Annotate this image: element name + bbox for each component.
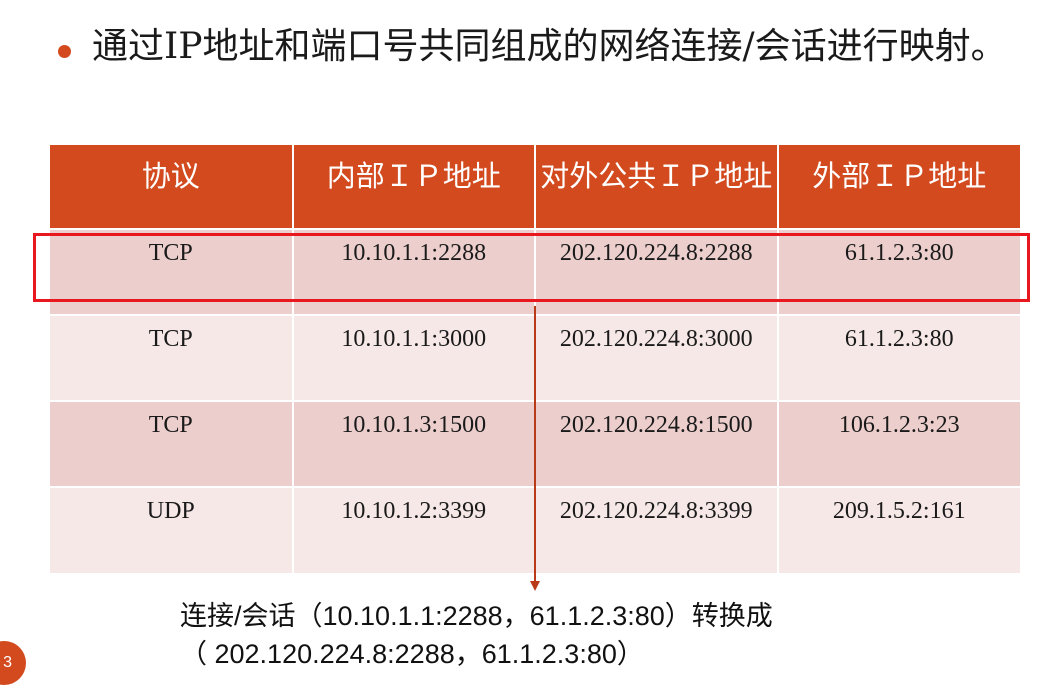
table-row: TCP 10.10.1.1:2288 202.120.224.8:2288 61… <box>50 228 1020 315</box>
cell-protocol: UDP <box>50 486 293 573</box>
arrow-down-icon <box>530 581 540 591</box>
table-header-row: 协议 内部ＩＰ地址 对外公共ＩＰ地址 外部ＩＰ地址 <box>50 145 1020 229</box>
header-protocol: 协议 <box>50 145 293 229</box>
bullet-dot-icon <box>58 45 71 58</box>
header-internal-ip: 内部ＩＰ地址 <box>291 145 535 229</box>
table-row: TCP 10.10.1.1:3000 202.120.224.8:3000 61… <box>50 314 1020 401</box>
slide-number-badge: 3 <box>0 641 26 685</box>
cell-protocol: TCP <box>50 314 293 401</box>
caption-line-2: （ 202.120.224.8:2288，61.1.2.3:80） <box>180 639 644 669</box>
table-row: TCP 10.10.1.3:1500 202.120.224.8:1500 10… <box>50 400 1020 487</box>
caption-line-1: 连接/会话（10.10.1.1:2288，61.1.2.3:80）转换成 <box>180 601 773 631</box>
cell-protocol: TCP <box>50 228 293 315</box>
cell-internal-ip: 10.10.1.1:3000 <box>291 314 535 401</box>
cell-external-ip: 209.1.5.2:161 <box>776 486 1020 573</box>
cell-public-ip: 202.120.224.8:1500 <box>534 400 778 487</box>
cell-internal-ip: 10.10.1.2:3399 <box>291 486 535 573</box>
cell-public-ip: 202.120.224.8:2288 <box>534 228 778 315</box>
arrow-line <box>534 306 536 582</box>
bullet-text: 通过IP地址和端口号共同组成的网络连接/会话进行映射。 <box>92 26 1007 67</box>
cell-public-ip: 202.120.224.8:3399 <box>534 486 778 573</box>
translation-caption: 连接/会话（10.10.1.1:2288，61.1.2.3:80）转换成 （ 2… <box>180 597 773 673</box>
cell-external-ip: 61.1.2.3:80 <box>776 228 1020 315</box>
cell-external-ip: 106.1.2.3:23 <box>776 400 1020 487</box>
cell-public-ip: 202.120.224.8:3000 <box>534 314 778 401</box>
header-public-ip: 对外公共ＩＰ地址 <box>534 145 778 229</box>
header-external-ip: 外部ＩＰ地址 <box>776 145 1020 229</box>
cell-internal-ip: 10.10.1.3:1500 <box>291 400 535 487</box>
nat-mapping-table: 协议 内部ＩＰ地址 对外公共ＩＰ地址 外部ＩＰ地址 TCP 10.10.1.1:… <box>50 145 1020 573</box>
cell-external-ip: 61.1.2.3:80 <box>776 314 1020 401</box>
table-row: UDP 10.10.1.2:3399 202.120.224.8:3399 20… <box>50 486 1020 573</box>
cell-internal-ip: 10.10.1.1:2288 <box>291 228 535 315</box>
cell-protocol: TCP <box>50 400 293 487</box>
